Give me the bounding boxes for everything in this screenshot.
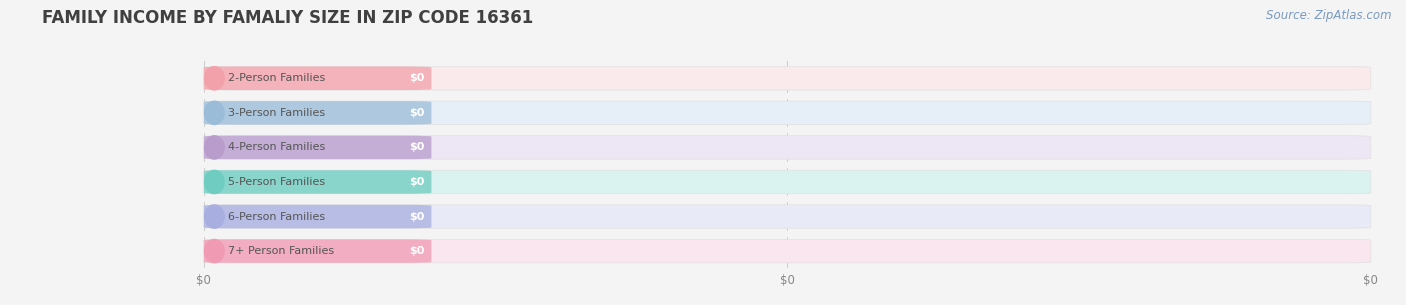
Text: $0: $0	[409, 212, 425, 221]
FancyBboxPatch shape	[204, 205, 1371, 228]
Ellipse shape	[204, 66, 225, 91]
Text: 6-Person Families: 6-Person Families	[228, 212, 325, 221]
FancyBboxPatch shape	[204, 239, 432, 263]
Text: FAMILY INCOME BY FAMALIY SIZE IN ZIP CODE 16361: FAMILY INCOME BY FAMALIY SIZE IN ZIP COD…	[42, 9, 533, 27]
Text: 5-Person Families: 5-Person Families	[228, 177, 325, 187]
Ellipse shape	[204, 170, 225, 194]
Text: $0: $0	[409, 246, 425, 256]
FancyBboxPatch shape	[204, 101, 1371, 125]
Text: 3-Person Families: 3-Person Families	[228, 108, 325, 118]
Text: 7+ Person Families: 7+ Person Families	[228, 246, 335, 256]
FancyBboxPatch shape	[204, 66, 432, 90]
FancyBboxPatch shape	[204, 136, 432, 159]
FancyBboxPatch shape	[204, 239, 1371, 263]
Text: 2-Person Families: 2-Person Families	[228, 73, 326, 83]
Text: $0: $0	[409, 177, 425, 187]
Text: $0: $0	[409, 142, 425, 152]
Text: $0: $0	[409, 108, 425, 118]
Ellipse shape	[204, 135, 225, 160]
Text: $0: $0	[409, 73, 425, 83]
FancyBboxPatch shape	[204, 170, 432, 194]
Ellipse shape	[204, 101, 225, 125]
Text: 4-Person Families: 4-Person Families	[228, 142, 326, 152]
FancyBboxPatch shape	[204, 66, 1371, 90]
FancyBboxPatch shape	[204, 101, 432, 125]
FancyBboxPatch shape	[204, 205, 432, 228]
Ellipse shape	[204, 239, 225, 264]
FancyBboxPatch shape	[204, 136, 1371, 159]
FancyBboxPatch shape	[204, 170, 1371, 194]
Text: Source: ZipAtlas.com: Source: ZipAtlas.com	[1267, 9, 1392, 22]
Ellipse shape	[204, 204, 225, 229]
